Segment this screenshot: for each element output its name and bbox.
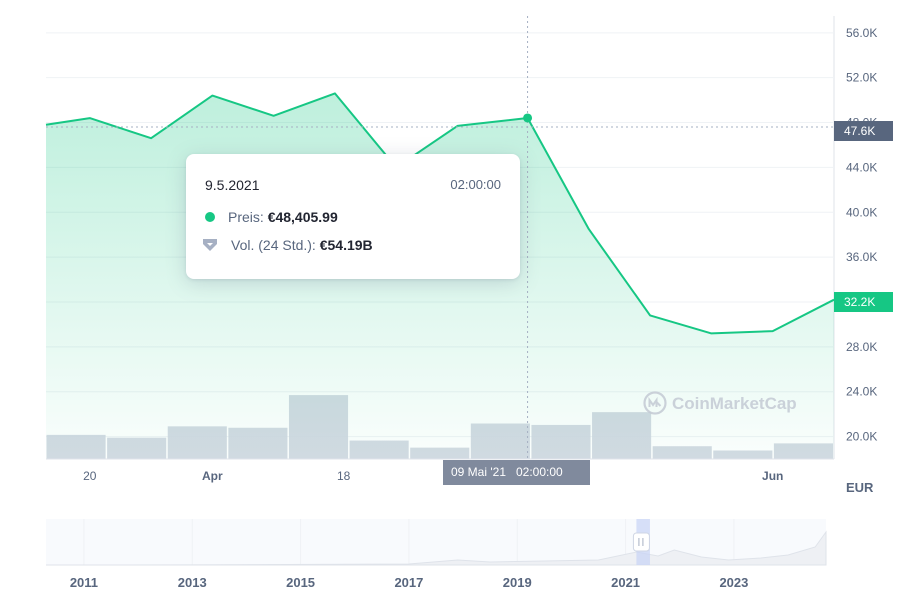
x-axis: 20 Apr 18 Jun [46, 458, 834, 483]
watermark-text: CoinMarketCap [672, 394, 797, 413]
price-tooltip: 9.5.2021 02:00:00 Preis: €48,405.99 Vol.… [186, 154, 520, 279]
x-tick-label: 20 [83, 469, 97, 483]
navigator-year-label: 2017 [394, 575, 423, 590]
crosshair-date-label: 09 Mai '21 02:00:00 [443, 460, 590, 485]
y-tick-label: 20.0K [846, 430, 877, 444]
y-tick-label: 24.0K [846, 385, 877, 399]
x-tick-label: Apr [202, 469, 223, 483]
y-tick-label: 28.0K [846, 340, 877, 354]
price-dot-icon [205, 212, 215, 222]
navigator-overview [45, 530, 827, 566]
tooltip-price-value: €48,405.99 [267, 209, 338, 225]
navigator-year-label: 2011 [70, 575, 98, 590]
tooltip-time: 02:00:00 [450, 177, 501, 192]
x-tick-label: Jun [762, 469, 783, 483]
navigator-year-label: 2021 [611, 575, 640, 590]
y-tick-label: 40.0K [846, 205, 877, 219]
navigator-year-label: 2023 [719, 575, 748, 590]
current-price-label: 32.2K [834, 292, 893, 312]
coinmarketcap-logo-icon [643, 391, 667, 420]
currency-label: EUR [846, 480, 874, 495]
navigator-year-label: 2019 [503, 575, 532, 590]
y-tick-label: 52.0K [846, 71, 877, 85]
crosshair-price-label: 47.6K [834, 121, 893, 141]
volume-icon [202, 238, 218, 255]
tooltip-date: 9.5.2021 [205, 177, 260, 193]
tooltip-price-label: Preis: [228, 209, 264, 225]
x-tick-label: 18 [337, 469, 351, 483]
range-navigator[interactable]: 2011 2013 2015 2017 2019 2021 2023 [45, 519, 827, 590]
y-tick-label: 56.0K [846, 26, 877, 40]
y-tick-label: 44.0K [846, 160, 877, 174]
navigator-handle[interactable] [632, 532, 650, 552]
tooltip-volume-row: Vol. (24 Std.): €54.19B [202, 237, 373, 255]
navigator-year-label: 2013 [178, 575, 207, 590]
watermark: CoinMarketCap [643, 391, 797, 420]
y-axis: 56.0K52.0K48.0K44.0K40.0K36.0K32.0K28.0K… [846, 26, 877, 444]
crosshair [46, 16, 834, 459]
hovered-point [523, 113, 533, 123]
y-tick-label: 36.0K [846, 250, 877, 264]
navigator-year-label: 2015 [286, 575, 315, 590]
tooltip-volume-label: Vol. (24 Std.): [231, 237, 316, 253]
tooltip-volume-value: €54.19B [319, 237, 373, 253]
tooltip-price-row: Preis: €48,405.99 [205, 209, 338, 225]
price-line [45, 92, 835, 335]
